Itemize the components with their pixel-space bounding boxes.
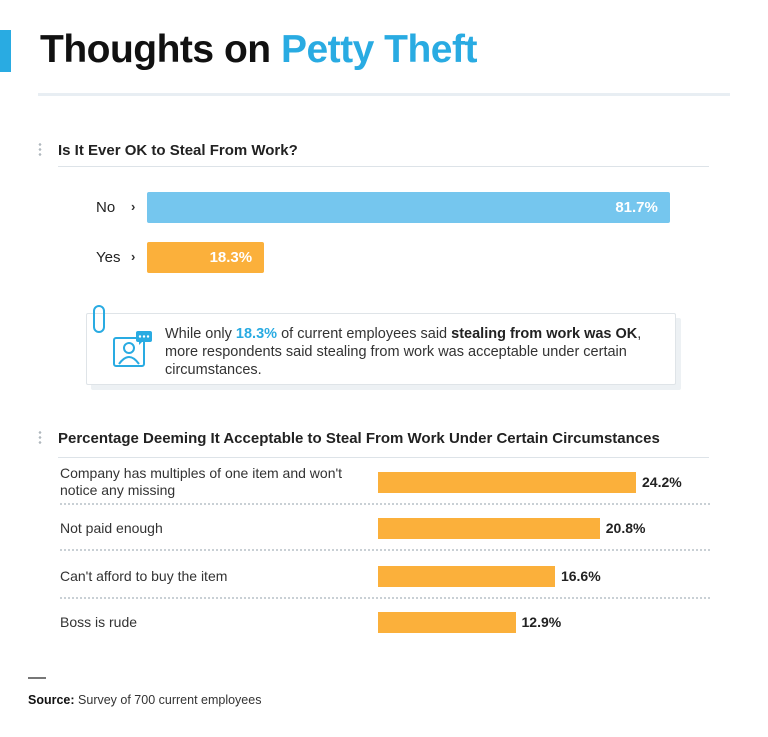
circumstance-value-label: 12.9% [521,614,562,630]
circumstance-value-label: 16.6% [560,568,601,584]
callout-highlight: 18.3% [235,326,278,342]
circumstance-value-label: 20.8% [605,520,646,536]
dots-icon [38,430,42,446]
circumstance-bar [378,611,516,633]
chart-1-divider [58,166,709,167]
chart-2-title: Percentage Deeming It Acceptable to Stea… [58,430,660,447]
circumstance-bar [378,517,600,539]
source-dash [28,677,46,679]
employee-chat-icon [113,331,152,367]
insight-callout [86,313,676,385]
row-separator [60,597,710,599]
chart-1-title: Is It Ever OK to Steal From Work? [58,142,298,159]
title-divider [38,93,730,96]
callout-text-1: While only [165,326,236,342]
chevron-right-icon: › [131,199,136,214]
paperclip-icon [93,305,105,333]
title-part-1: Thoughts on [40,28,281,71]
source-note: Source: Survey of 700 current employees [28,693,261,707]
answer-value-label: 81.7% [615,199,658,216]
circumstance-label: Not paid enough [60,520,163,536]
title-part-2: Petty Theft [280,28,478,71]
chevron-right-icon: › [131,249,136,264]
answer-bar [147,192,670,223]
circumstance-bar [378,565,555,587]
answer-value-label: 18.3% [209,249,253,266]
chart-2-divider [58,457,709,458]
circumstance-bar [378,471,636,493]
circumstance-label: Can't afford to buy the item [60,568,228,584]
answer-label: No [96,199,116,216]
callout-text-3: , more respondents said stealing from wo… [165,326,642,378]
row-separator [60,503,710,505]
chart-1-heading: Is It Ever OK to Steal From Work? [38,142,298,159]
answer-bar [147,242,265,273]
callout-bold: stealing from work was OK [451,326,638,342]
circumstance-value-label: 24.2% [642,474,682,490]
source-label: Source: [28,693,75,707]
source-text: Survey of 700 current employees [78,693,262,707]
page-title: Thoughts on Petty Theft [40,28,477,72]
title-accent-bar [0,30,11,72]
callout-text: While only 18.3% of current employees sa… [165,325,665,379]
circumstance-label: Boss is rude [60,614,138,630]
callout-text-2: of current employees said [277,326,452,342]
answer-label: Yes [96,249,121,266]
circumstance-label: Company has multiples of one item and wo… [60,465,343,498]
row-separator [60,549,710,551]
chart-2-heading: Percentage Deeming It Acceptable to Stea… [38,430,660,447]
dots-icon [38,142,42,158]
